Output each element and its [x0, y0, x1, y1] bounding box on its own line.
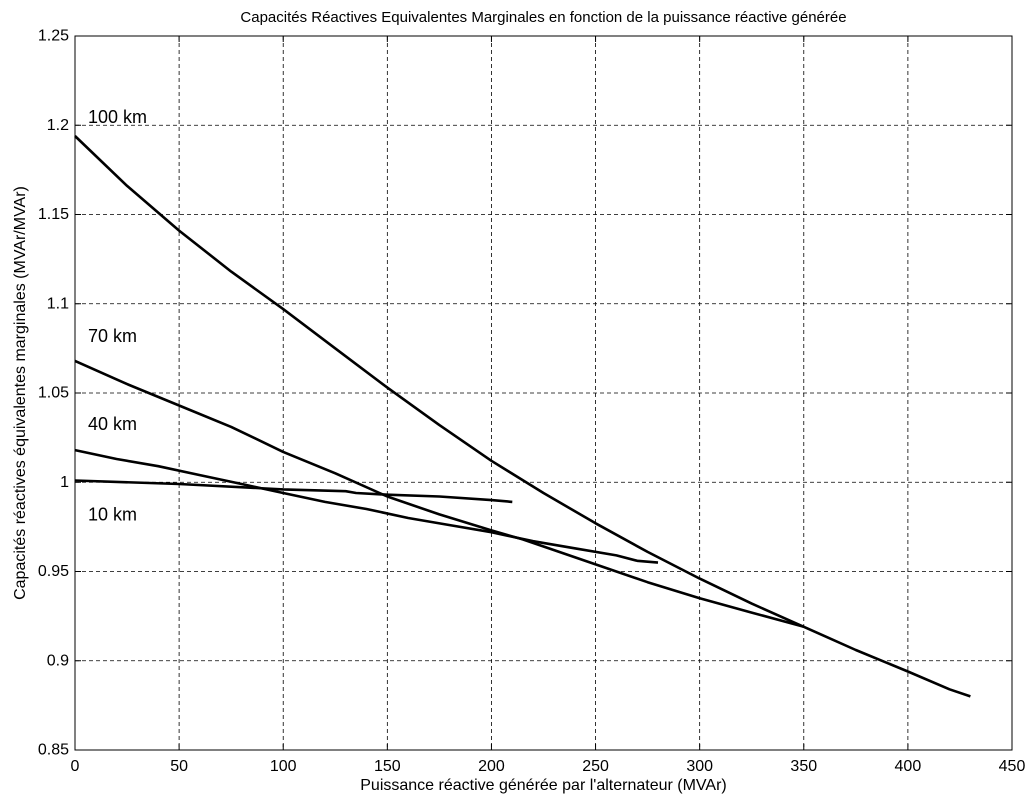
- y-tick-label: 0.85: [38, 742, 69, 759]
- y-tick-label: 1.1: [47, 295, 69, 312]
- x-tick-label: 450: [999, 758, 1026, 775]
- x-tick-label: 300: [686, 758, 713, 775]
- tick-labels: 0 50 100 150 200 250 300 350 400 450 0.85 0.9 0.95 1 1…: [38, 28, 1026, 776]
- x-axis-label: Puissance réactive générée par l'alterna…: [360, 777, 726, 794]
- y-tick-label: 1.15: [38, 206, 69, 223]
- series-label-70-km: 70 km: [88, 326, 137, 346]
- series-label-100-km: 100 km: [88, 107, 147, 127]
- series-line-40-km: [74, 448, 659, 564]
- x-tick-label: 200: [478, 758, 505, 775]
- ticks: [74, 35, 1013, 751]
- series-line-10-km: [74, 479, 513, 504]
- y-tick-label: 0.9: [47, 652, 69, 669]
- y-tick-label: 1.25: [38, 28, 69, 45]
- x-tick-label: 0: [71, 758, 80, 775]
- x-tick-label: 400: [895, 758, 922, 775]
- series-line-70-km: [74, 359, 805, 629]
- grid: [75, 36, 1012, 750]
- series-label-10-km: 10 km: [88, 504, 137, 524]
- x-tick-label: 250: [582, 758, 609, 775]
- series-group: [74, 135, 971, 698]
- chart-title: Capacités Réactives Equivalentes Margina…: [240, 9, 846, 26]
- y-tick-label: 1.05: [38, 385, 69, 402]
- y-tick-label: 0.95: [38, 563, 69, 580]
- y-axis-label: Capacités réactives équivalentes margina…: [12, 186, 29, 600]
- y-tick-label: 1: [60, 474, 69, 491]
- x-tick-label: 100: [270, 758, 297, 775]
- x-tick-label: 350: [790, 758, 817, 775]
- series-label-40-km: 40 km: [88, 414, 137, 434]
- series-line-100-km: [74, 135, 971, 698]
- x-tick-label: 50: [170, 758, 188, 775]
- series-annotations: 100 km 70 km 40 km 10 km: [88, 107, 147, 525]
- y-tick-label: 1.2: [47, 117, 69, 134]
- x-tick-label: 150: [374, 758, 401, 775]
